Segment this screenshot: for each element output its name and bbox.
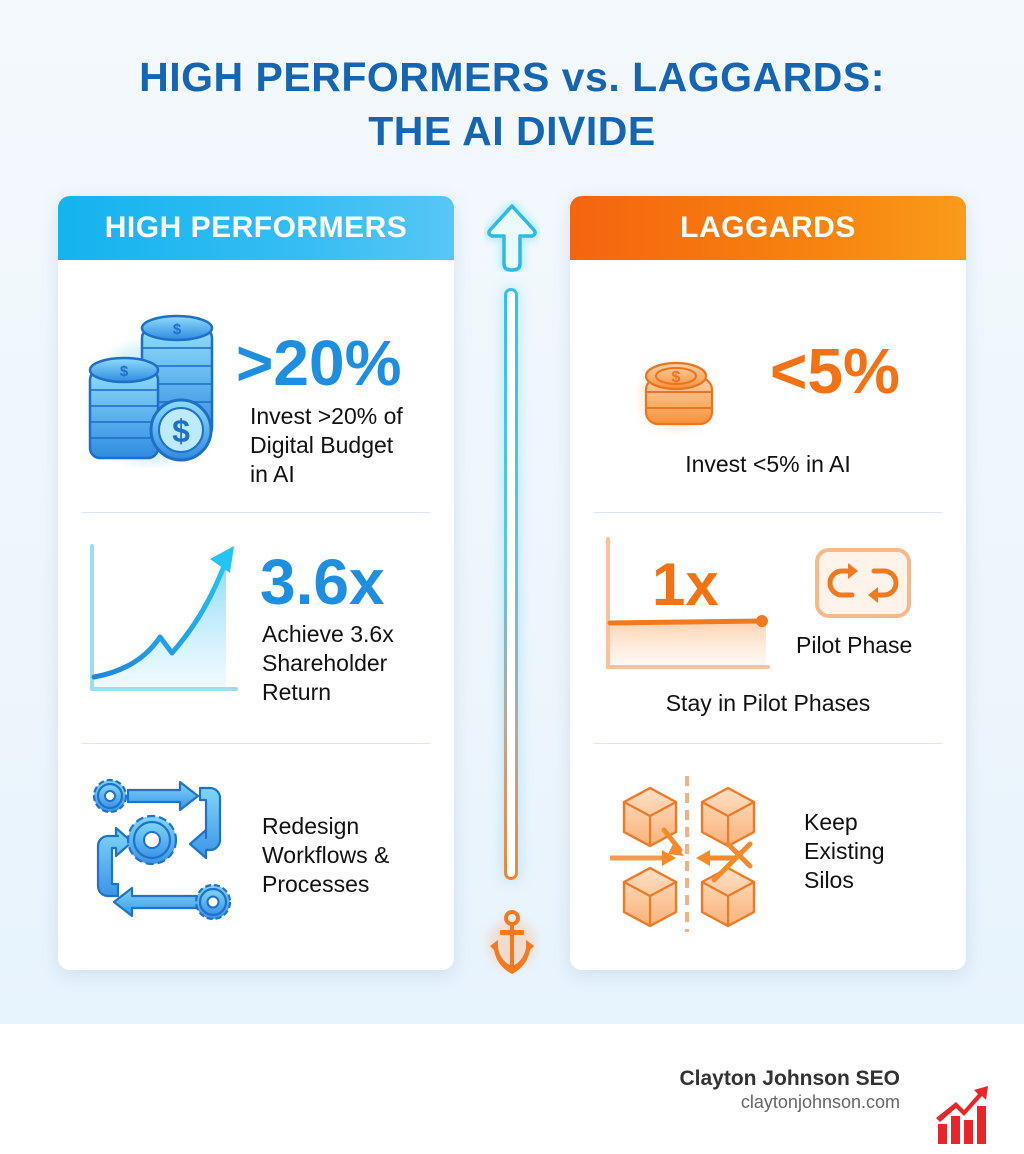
high-performers-panel: HIGH PERFORMERS $ xyxy=(58,196,454,970)
desc-line: Keep xyxy=(804,809,858,835)
svg-text:$: $ xyxy=(120,363,129,380)
workflow-gears-icon xyxy=(92,778,232,921)
divider xyxy=(82,512,430,513)
desc-line: Workflows & xyxy=(262,842,390,868)
laggards-header: LAGGARDS xyxy=(570,196,966,260)
desc-line: Existing xyxy=(804,838,885,864)
svg-text:$: $ xyxy=(173,321,182,338)
divider xyxy=(82,743,430,744)
divide-axis xyxy=(484,196,540,986)
desc-line: Invest <5% in AI xyxy=(685,451,851,477)
pilot-badge-label: Pilot Phase xyxy=(796,632,913,658)
silo-cubes-icon xyxy=(610,776,756,932)
desc-line: Shareholder xyxy=(262,650,388,676)
coin-stack-icon: $ $ $ xyxy=(88,314,214,463)
desc-line: Return xyxy=(262,679,332,705)
cycle-arrows-icon xyxy=(815,548,911,618)
footer: Clayton Johnson SEO claytonjohnson.com xyxy=(0,1024,1024,1154)
growth-bars-icon xyxy=(936,1086,988,1144)
return-description: Achieve 3.6x Shareholder Return xyxy=(262,620,394,707)
divider xyxy=(594,743,942,744)
desc-line: Redesign xyxy=(262,813,360,839)
desc-line: Silos xyxy=(804,867,854,893)
laggards-panel: LAGGARDS $ xyxy=(570,196,966,970)
divider xyxy=(594,512,942,513)
page-title: HIGH PERFORMERS vs. LAGGARDS: THE AI DIV… xyxy=(0,50,1024,158)
desc-line: Stay in Pilot Phases xyxy=(665,690,871,716)
return-stat: 3.6x xyxy=(260,546,385,618)
high-performers-item-budget: $ $ $ >20% Invest >20% of Digital Budget xyxy=(58,260,454,512)
desc-line: Invest >20% of xyxy=(250,403,403,429)
laggard-budget-stat: <5% xyxy=(770,335,900,407)
budget-stat: >20% xyxy=(236,327,402,399)
pilot-stat: 1x xyxy=(652,551,719,618)
arrow-up-icon xyxy=(484,200,540,272)
desc-line: Achieve 3.6x xyxy=(262,621,394,647)
high-performers-item-workflows: Redesign Workflows & Processes xyxy=(58,744,454,970)
infographic-canvas: HIGH PERFORMERS vs. LAGGARDS: THE AI DIV… xyxy=(0,0,1024,1024)
desc-line: in AI xyxy=(250,461,295,487)
flat-chart-icon xyxy=(606,537,770,669)
small-coin-stack-icon: $ xyxy=(642,361,714,428)
desc-line: Processes xyxy=(262,871,370,897)
high-performers-header: HIGH PERFORMERS xyxy=(58,196,454,260)
desc-line: Digital Budget xyxy=(250,432,394,458)
budget-description: Invest >20% of Digital Budget in AI xyxy=(250,402,403,489)
brand-url[interactable]: claytonjohnson.com xyxy=(740,1092,900,1112)
laggards-item-pilot: 1x Pilot Phase Stay in Pilot Phases xyxy=(570,513,966,743)
title-line-2: THE AI DIVIDE xyxy=(368,108,656,154)
pilot-description: Stay in Pilot Phases xyxy=(570,689,966,718)
svg-text:$: $ xyxy=(172,413,190,449)
anchor-icon xyxy=(488,910,536,974)
title-line-1: HIGH PERFORMERS vs. LAGGARDS: xyxy=(139,54,885,100)
axis-bar xyxy=(504,288,518,880)
high-performers-item-return: 3.6x Achieve 3.6x Shareholder Return xyxy=(58,513,454,743)
laggards-item-silos: Keep Existing Silos xyxy=(570,744,966,970)
laggards-item-budget: $ <5% Invest <5% in AI xyxy=(570,260,966,512)
laggard-budget-description: Invest <5% in AI xyxy=(570,450,966,479)
svg-text:$: $ xyxy=(672,369,681,386)
rising-chart-icon xyxy=(90,544,238,691)
brand-name: Clayton Johnson SEO xyxy=(679,1067,900,1090)
workflows-description: Redesign Workflows & Processes xyxy=(262,812,389,899)
silos-description: Keep Existing Silos xyxy=(804,808,885,895)
